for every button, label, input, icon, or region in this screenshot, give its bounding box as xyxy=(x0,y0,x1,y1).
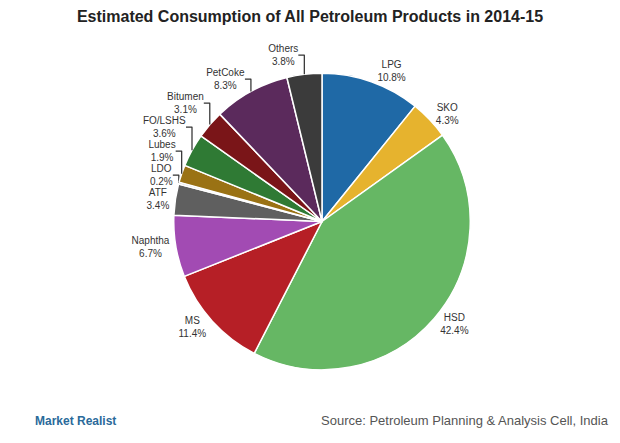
svg-text:Bitumen3.1%: Bitumen3.1% xyxy=(167,91,204,115)
svg-text:Market Realist: Market Realist xyxy=(35,414,116,428)
svg-text:Source: Petroleum Planning & A: Source: Petroleum Planning & Analysis Ce… xyxy=(321,413,609,428)
svg-text:Estimated Consumption of All P: Estimated Consumption of All Petroleum P… xyxy=(77,8,543,25)
svg-text:ATF3.4%: ATF3.4% xyxy=(146,187,169,211)
svg-text:Others3.8%: Others3.8% xyxy=(268,43,298,67)
svg-text:PetCoke8.3%: PetCoke8.3% xyxy=(206,67,245,91)
svg-text:FO/LSHS3.6%: FO/LSHS3.6% xyxy=(143,115,186,139)
svg-text:Lubes1.9%: Lubes1.9% xyxy=(148,139,175,163)
svg-text:LDO0.2%: LDO0.2% xyxy=(150,163,173,187)
svg-text:SKO4.3%: SKO4.3% xyxy=(436,102,459,126)
svg-text:HSD42.4%: HSD42.4% xyxy=(440,312,468,336)
svg-text:MS11.4%: MS11.4% xyxy=(179,315,207,339)
svg-text:Naphtha6.7%: Naphtha6.7% xyxy=(132,235,170,259)
svg-text:LPG10.8%: LPG10.8% xyxy=(377,59,405,83)
